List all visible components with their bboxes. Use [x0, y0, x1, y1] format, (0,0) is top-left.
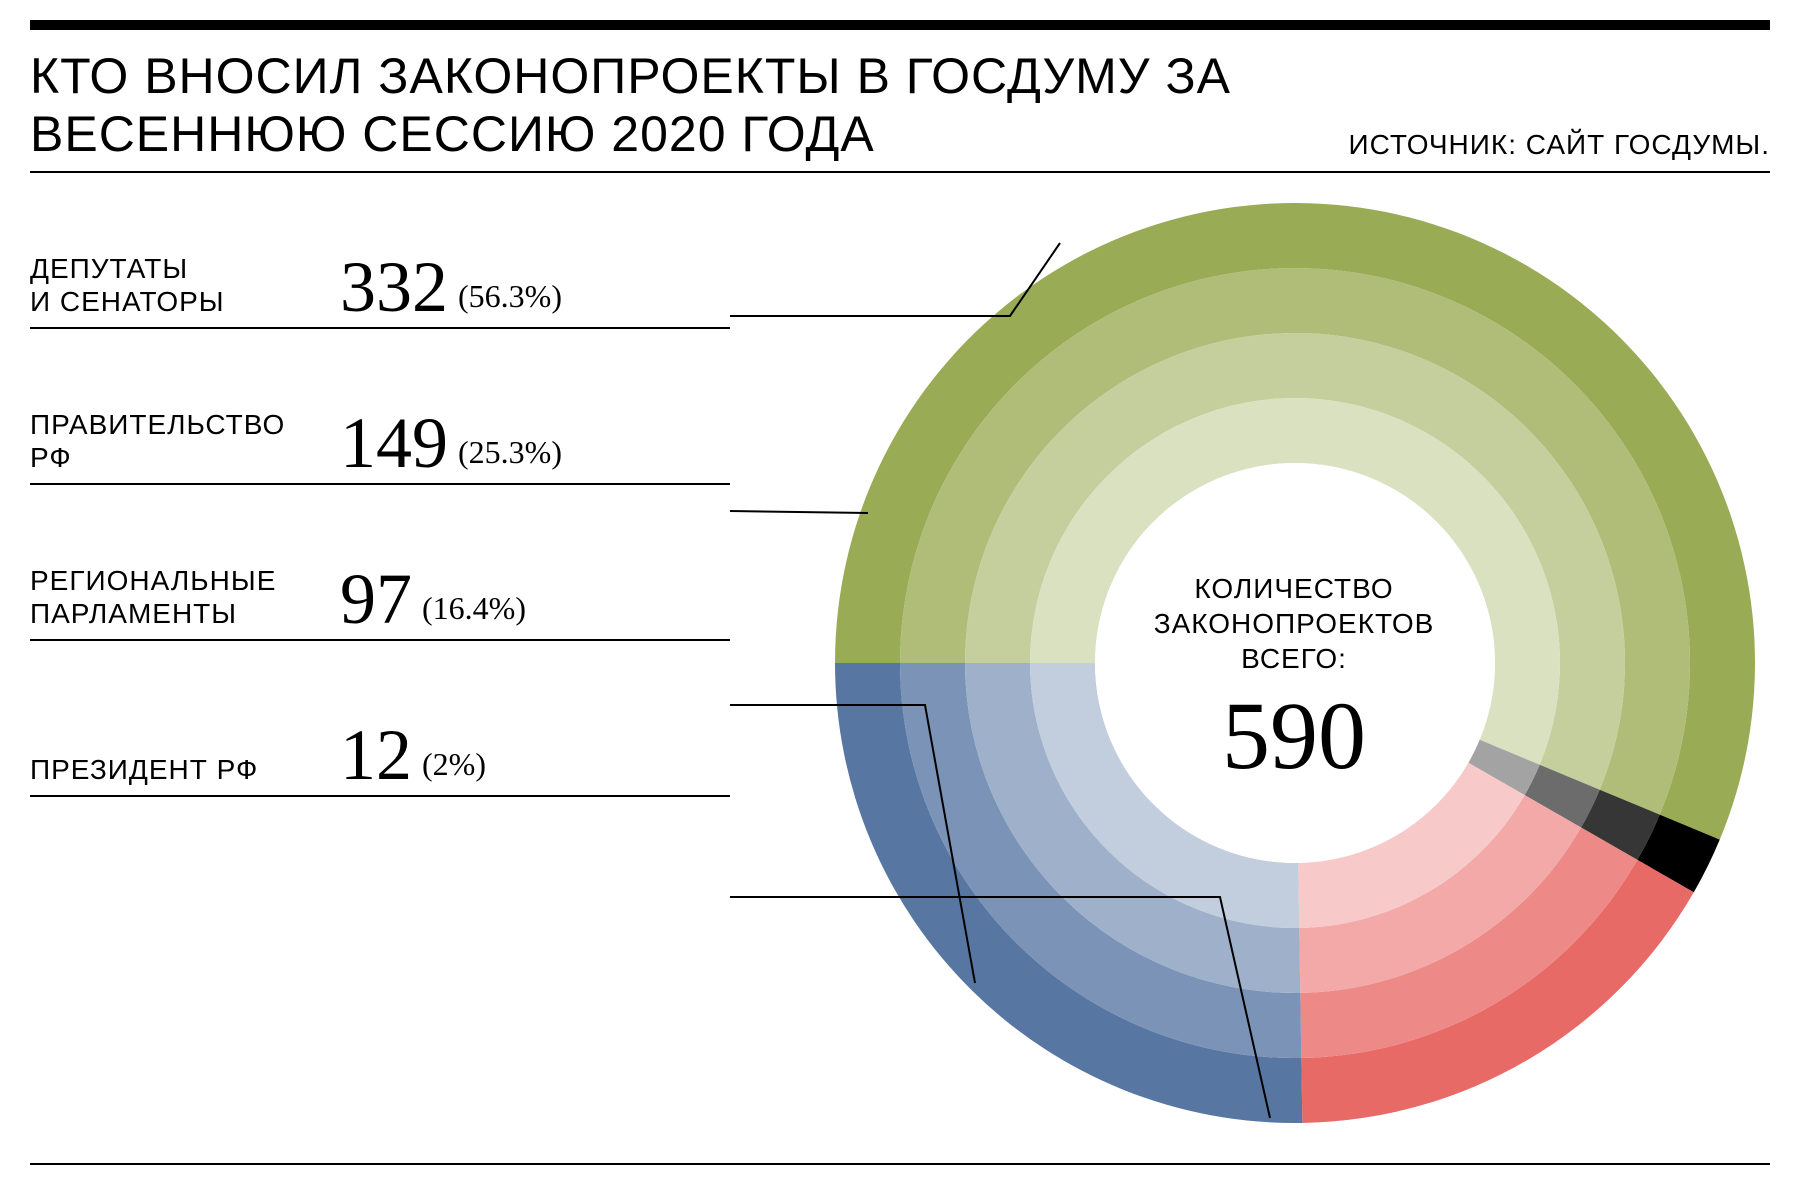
center-value: 590	[1114, 680, 1474, 791]
top-rule	[30, 20, 1770, 30]
legend: ДЕПУТАТЫИ СЕНАТОРЫ332(56.3%) ПРАВИТЕЛЬСТВ…	[30, 203, 730, 797]
legend-row-government: ПРАВИТЕЛЬСТВО РФ149(25.3%)	[30, 399, 730, 485]
leader-line-government	[730, 511, 868, 513]
content: ДЕПУТАТЫИ СЕНАТОРЫ332(56.3%) ПРАВИТЕЛЬСТВ…	[30, 203, 1770, 1153]
legend-row-deputies: ДЕПУТАТЫИ СЕНАТОРЫ332(56.3%)	[30, 243, 730, 329]
legend-label: ДЕПУТАТЫИ СЕНАТОРЫ	[30, 252, 330, 323]
center-text-1: КОЛИЧЕСТВО	[1114, 571, 1474, 606]
source-label: ИСТОЧНИК: САЙТ ГОСДУМЫ.	[1348, 129, 1770, 161]
legend-row-regional: РЕГИОНАЛЬНЫЕПАРЛАМЕНТЫ97(16.4%)	[30, 555, 730, 641]
legend-label: РЕГИОНАЛЬНЫЕПАРЛАМЕНТЫ	[30, 564, 330, 635]
legend-percent: (25.3%)	[448, 434, 562, 479]
chart-container: КОЛИЧЕСТВО ЗАКОНОПРОЕКТОВ ВСЕГО: 590	[730, 203, 1770, 1153]
legend-percent: (2%)	[412, 746, 486, 791]
legend-value: 12	[330, 719, 412, 791]
center-label: КОЛИЧЕСТВО ЗАКОНОПРОЕКТОВ ВСЕГО: 590	[1114, 571, 1474, 791]
center-text-2: ЗАКОНОПРОЕКТОВ	[1114, 606, 1474, 641]
legend-label: ПРАВИТЕЛЬСТВО РФ	[30, 408, 330, 479]
legend-percent: (16.4%)	[412, 590, 526, 635]
legend-label: ПРЕЗИДЕНТ РФ	[30, 753, 330, 791]
chart-title: КТО ВНОСИЛ ЗАКОНОПРОЕКТЫ В ГОСДУМУ ЗА ВЕ…	[30, 48, 1380, 163]
legend-value: 332	[330, 251, 448, 323]
legend-value: 149	[330, 407, 448, 479]
bottom-rule	[30, 1163, 1770, 1165]
legend-row-president: ПРЕЗИДЕНТ РФ12(2%)	[30, 711, 730, 797]
legend-value: 97	[330, 563, 412, 635]
legend-percent: (56.3%)	[448, 278, 562, 323]
header: КТО ВНОСИЛ ЗАКОНОПРОЕКТЫ В ГОСДУМУ ЗА ВЕ…	[30, 48, 1770, 173]
center-text-3: ВСЕГО:	[1114, 641, 1474, 676]
